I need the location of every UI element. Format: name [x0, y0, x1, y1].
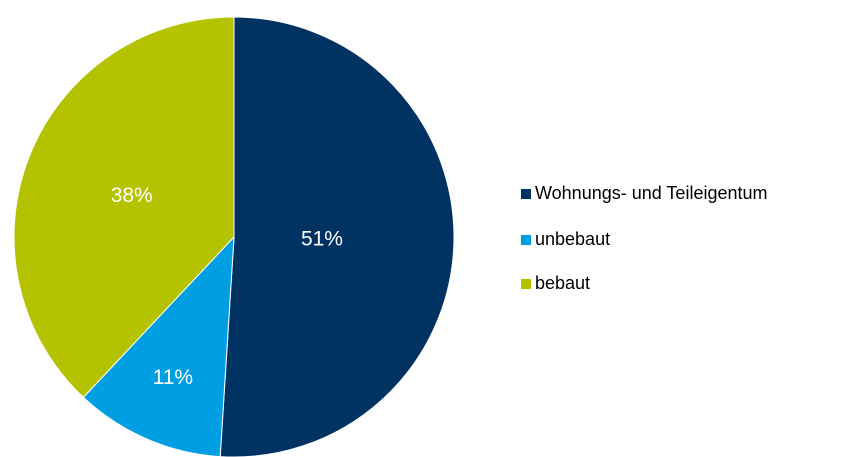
data-label: 11% [153, 366, 193, 389]
pie-slice [13, 16, 235, 399]
legend-label: Wohnungs- und Teileigentum [535, 183, 768, 203]
pie-slice [82, 235, 235, 457]
legend-swatch [521, 189, 531, 199]
legend-label: unbebaut [535, 229, 610, 249]
pie-slice [219, 16, 455, 457]
data-label: 38% [111, 184, 153, 207]
data-label: 51% [301, 227, 343, 250]
legend-swatch [521, 235, 531, 245]
legend-label: bebaut [535, 273, 590, 293]
legend-swatch [521, 279, 531, 289]
